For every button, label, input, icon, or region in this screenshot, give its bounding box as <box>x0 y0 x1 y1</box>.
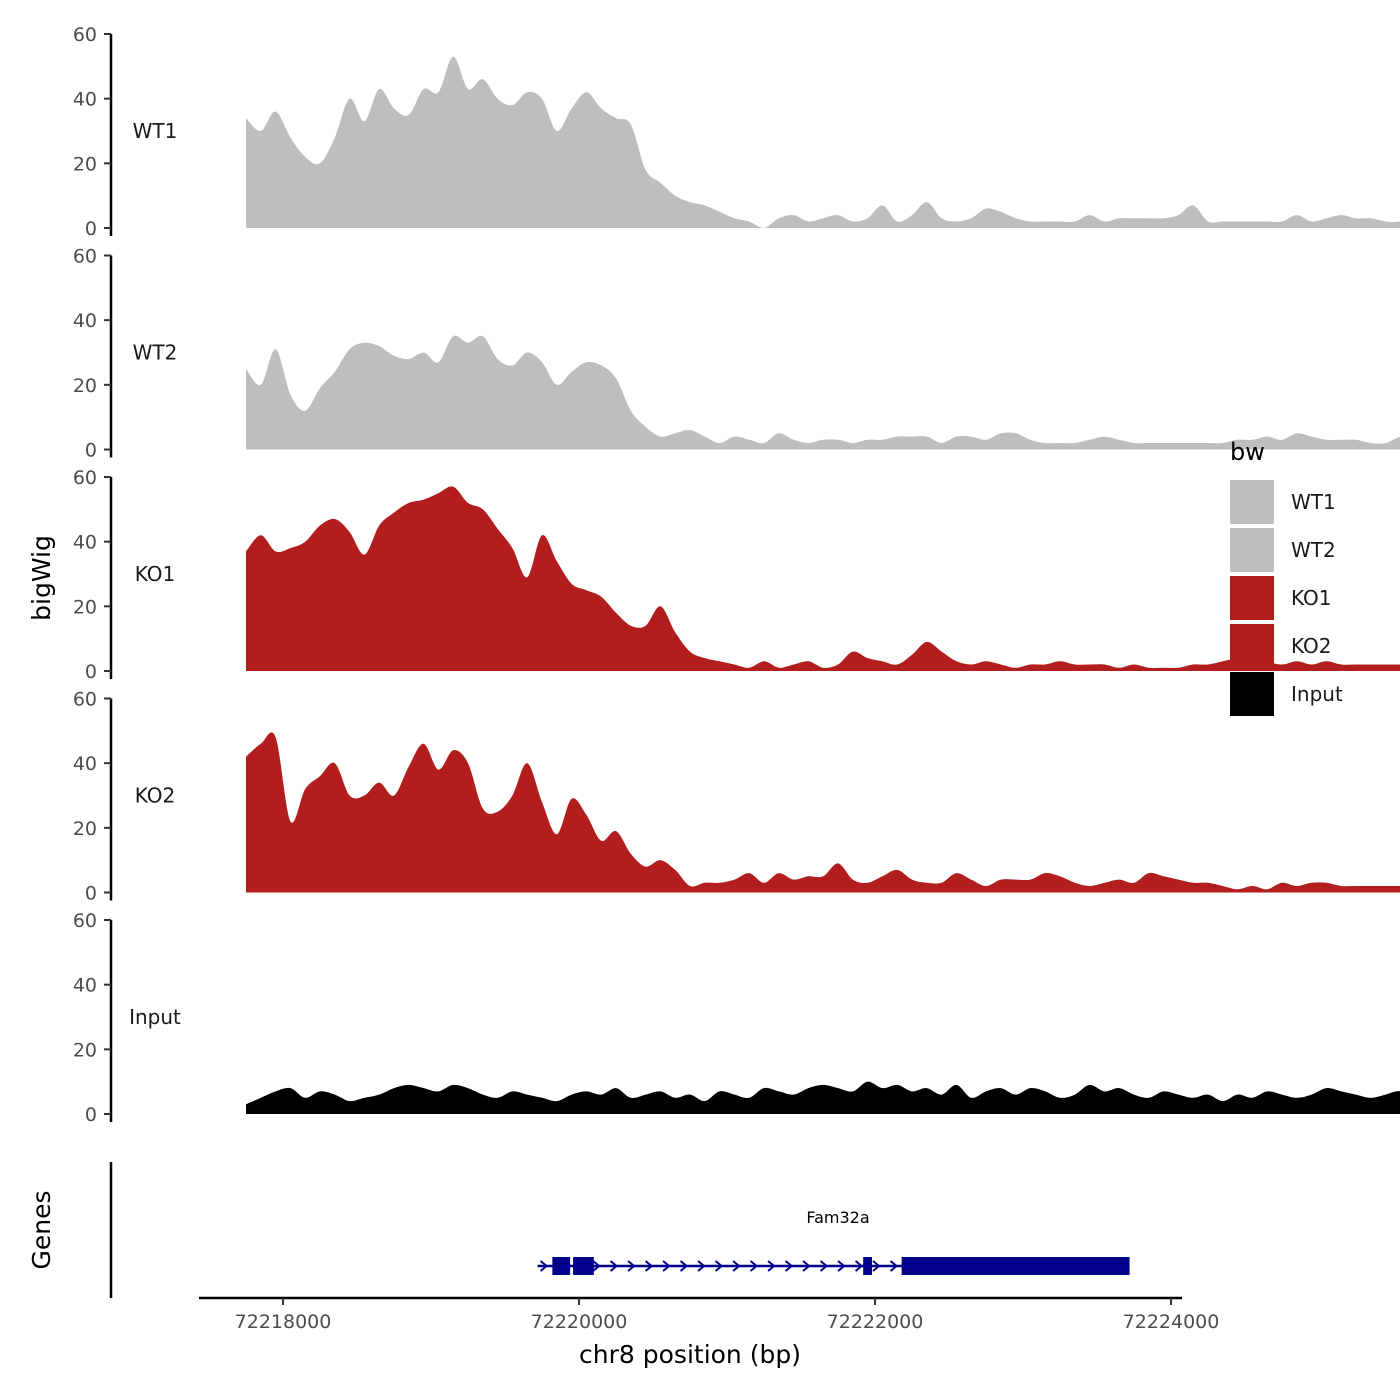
legend-label-ko2: KO2 <box>1291 634 1332 658</box>
track-wt2: 0 20 40 60 WT2 <box>73 246 1400 462</box>
track-label-wt2: WT2 <box>133 341 178 365</box>
strand-arrow <box>609 1260 619 1272</box>
gene-panel: Genes Fam32a <box>27 1162 1130 1298</box>
legend-key-ko1 <box>1230 576 1274 620</box>
y-tick-label-ko1: 0 <box>85 661 97 683</box>
y-tick-label-wt2: 20 <box>73 375 97 397</box>
x-tick-label: 72222000 <box>827 1311 924 1333</box>
track-label-ko2: KO2 <box>135 784 176 808</box>
y-tick-label-ko1: 20 <box>73 596 97 618</box>
y-tick-label-input: 20 <box>73 1039 97 1061</box>
legend-key-wt2 <box>1230 528 1274 572</box>
y-tick-label-wt2: 60 <box>73 246 97 268</box>
y-tick-label-ko2: 40 <box>73 753 97 775</box>
y-tick-label-ko1: 40 <box>73 532 97 554</box>
legend-label-input: Input <box>1291 682 1343 706</box>
gene-exon <box>552 1257 571 1275</box>
x-tick-label: 72220000 <box>531 1311 628 1333</box>
strand-arrow <box>679 1260 689 1272</box>
strand-arrow <box>854 1260 864 1272</box>
track-ko2: 0 20 40 60 KO2 <box>73 689 1400 905</box>
strand-arrow <box>749 1260 759 1272</box>
y-axis-title: bigWig <box>27 535 56 621</box>
x-tick-label: 72218000 <box>235 1311 332 1333</box>
y-tick-label-ko2: 20 <box>73 818 97 840</box>
y-tick-label-input: 0 <box>85 1104 97 1126</box>
strand-arrow <box>802 1260 811 1272</box>
strand-arrow <box>872 1260 881 1272</box>
y-tick-label-wt2: 40 <box>73 310 97 332</box>
x-axis-title: chr8 position (bp) <box>579 1340 801 1369</box>
strand-arrow <box>889 1260 899 1272</box>
area-wt1 <box>246 56 1400 228</box>
gene-exon <box>863 1257 873 1275</box>
track-input: 0 20 40 60 Input <box>73 910 1400 1126</box>
strand-arrow <box>714 1260 724 1272</box>
track-label-input: Input <box>129 1005 181 1029</box>
strand-arrow <box>819 1260 829 1272</box>
area-ko2 <box>246 732 1400 893</box>
strand-arrow <box>837 1260 846 1272</box>
y-tick-label-ko2: 0 <box>85 883 97 905</box>
area-wt2 <box>246 335 1400 450</box>
gene-model <box>537 1257 1130 1275</box>
genes-axis-title: Genes <box>27 1190 56 1269</box>
y-tick-label-ko1: 60 <box>73 467 97 489</box>
legend-key-wt1 <box>1230 480 1274 524</box>
gene-exon <box>573 1257 594 1275</box>
legend-key-input <box>1230 672 1274 716</box>
legend-label-wt2: WT2 <box>1291 538 1336 562</box>
y-tick-label-wt1: 40 <box>73 89 97 111</box>
strand-arrow <box>784 1260 794 1272</box>
track-ko1: 0 20 40 60 KO1 <box>73 467 1400 683</box>
strand-arrow <box>697 1260 706 1272</box>
y-tick-label-input: 60 <box>73 910 97 932</box>
gene-name-label: Fam32a <box>806 1208 869 1227</box>
track-label-ko1: KO1 <box>135 562 176 586</box>
area-input <box>246 1081 1400 1114</box>
track-wt1: 0 20 40 60 WT1 <box>73 24 1400 240</box>
legend-title: bw <box>1230 438 1265 466</box>
x-axis: 72218000 72220000 72222000 72224000 <box>199 1296 1220 1333</box>
strand-arrow <box>662 1260 671 1272</box>
y-tick-label-input: 40 <box>73 975 97 997</box>
strand-arrow <box>644 1260 654 1272</box>
y-tick-label-wt1: 60 <box>73 24 97 46</box>
legend-key-ko2 <box>1230 624 1274 668</box>
y-tick-label-wt2: 0 <box>85 440 97 462</box>
area-ko1 <box>246 486 1400 671</box>
strand-arrow <box>627 1260 636 1272</box>
bigwig-tracks: 0 20 40 60 WT1 0 20 40 60 WT2 0 20 40 60 KO1 0 20 40 60 KO2… <box>73 24 1400 1126</box>
y-tick-label-wt1: 0 <box>85 218 97 240</box>
legend-label-wt1: WT1 <box>1291 490 1336 514</box>
strand-arrow <box>767 1260 776 1272</box>
legend-label-ko1: KO1 <box>1291 586 1332 610</box>
strand-arrow <box>592 1260 601 1272</box>
strand-arrow <box>539 1260 549 1272</box>
track-label-wt1: WT1 <box>133 119 178 143</box>
gene-exon <box>901 1257 1130 1275</box>
y-tick-label-wt1: 20 <box>73 153 97 175</box>
y-tick-label-ko2: 60 <box>73 689 97 711</box>
legend: bw WT1 WT2 KO1 KO2 Input <box>1230 438 1343 716</box>
x-tick-label: 72224000 <box>1123 1311 1220 1333</box>
strand-arrow <box>732 1260 741 1272</box>
